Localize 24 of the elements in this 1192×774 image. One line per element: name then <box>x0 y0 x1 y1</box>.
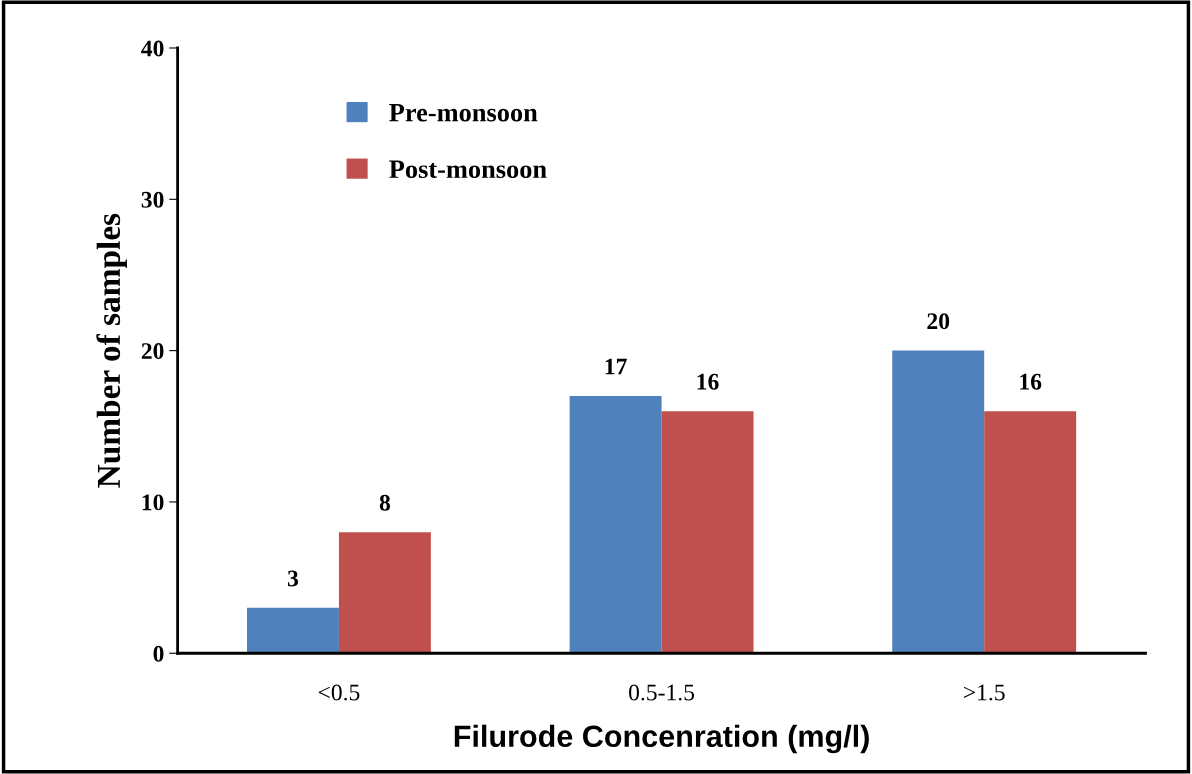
y-tick-label: 0 <box>153 645 164 662</box>
bar <box>338 532 431 654</box>
legend-label: Post-monsoon <box>389 160 547 179</box>
bar <box>246 607 339 654</box>
y-tick-label: 30 <box>141 191 164 208</box>
x-tick-label: <0.5 <box>318 684 360 701</box>
data-label: 8 <box>379 494 391 511</box>
data-label: 16 <box>697 373 719 390</box>
y-tick-label: 40 <box>141 40 164 57</box>
bar <box>984 411 1077 654</box>
y-tick-label: 10 <box>142 494 164 511</box>
bar <box>569 396 662 654</box>
legend-label: Pre-monsoon <box>389 103 538 122</box>
bar <box>661 411 754 654</box>
bar <box>892 350 985 654</box>
x-tick-label: 0.5-1.5 <box>629 684 695 701</box>
y-axis-title: Number of samples <box>96 213 127 488</box>
x-axis-title: Filurode Concenration (mg/l) <box>454 724 869 754</box>
y-tick-label: 20 <box>141 343 164 360</box>
x-tick-label: >1.5 <box>963 684 1005 701</box>
data-label: 20 <box>927 313 950 330</box>
data-label: 16 <box>1020 373 1042 390</box>
data-label: 17 <box>605 358 627 375</box>
data-label: 3 <box>287 570 299 587</box>
